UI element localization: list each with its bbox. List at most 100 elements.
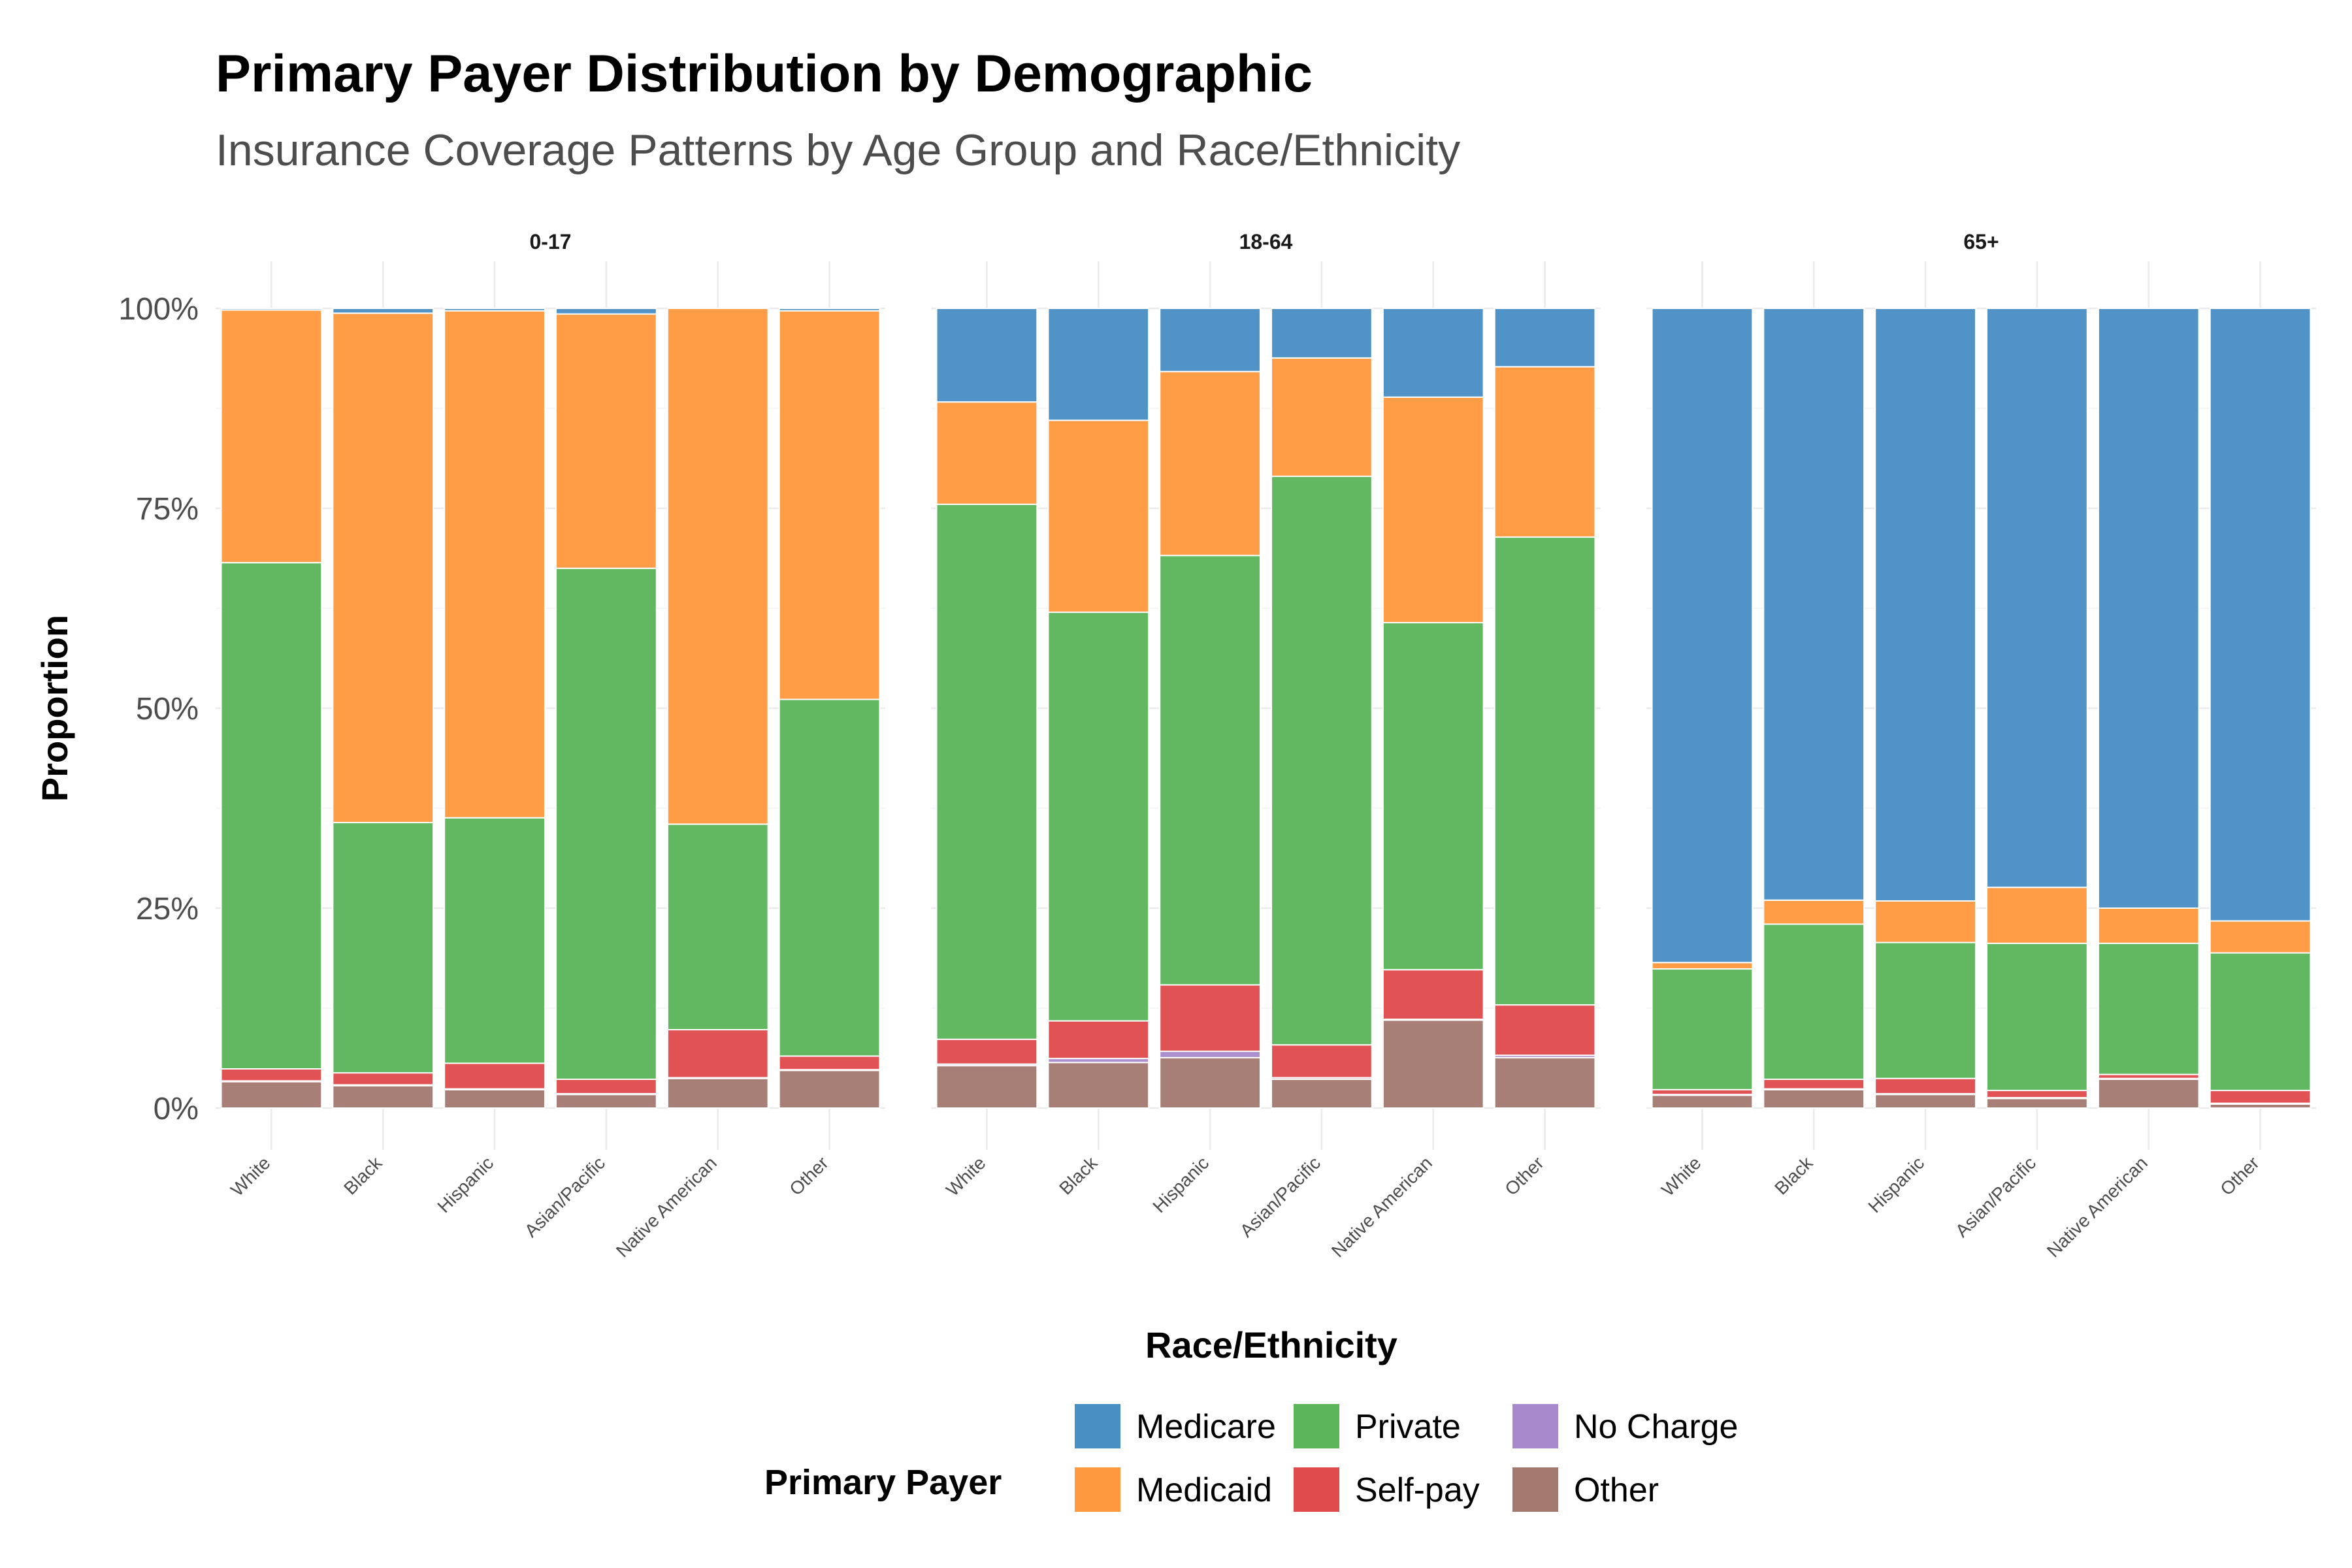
bar-segment-other <box>1651 1094 1754 1109</box>
y-axis-title: Proportion <box>34 615 75 802</box>
bar-segment-private <box>1047 612 1150 1022</box>
bar-segment-medicare <box>1382 308 1484 398</box>
bar-hispanic <box>444 308 546 1109</box>
bar-segment-medicaid <box>1986 887 2088 944</box>
bar-segment-no-charge <box>1159 1051 1261 1058</box>
bar-black <box>1763 308 1865 1109</box>
bar-segment-private <box>2097 942 2200 1075</box>
facet-title: 18-64 <box>1239 230 1293 253</box>
legend-item-self-pay: Self-pay <box>1294 1467 1480 1512</box>
bar-white <box>1651 308 1754 1109</box>
bar-black <box>1047 308 1150 1109</box>
legend-title: Primary Payer <box>764 1463 1002 1502</box>
bar-other <box>778 308 881 1109</box>
bar-segment-private <box>666 823 769 1031</box>
bar-segment-self-pay <box>1651 1088 1754 1096</box>
bar-segment-medicaid <box>444 310 546 819</box>
bar-native-american <box>1382 308 1484 1109</box>
bar-segment-private <box>332 822 434 1074</box>
bar-asian-pacific <box>1986 308 2088 1109</box>
bar-segment-medicaid <box>1271 357 1373 478</box>
legend-item-medicare: Medicare <box>1075 1404 1276 1448</box>
bar-other <box>2209 308 2311 1109</box>
bar-segment-self-pay <box>332 1072 434 1086</box>
bar-segment-other <box>1763 1088 1865 1109</box>
bar-segment-self-pay <box>1271 1044 1373 1079</box>
bar-segment-medicaid <box>1763 899 1865 925</box>
bar-native-american <box>2097 308 2200 1109</box>
bar-hispanic <box>1874 308 1976 1109</box>
bar-segment-medicare <box>220 308 323 311</box>
facet-title: 0-17 <box>529 230 571 253</box>
bar-segment-self-pay <box>936 1038 1038 1065</box>
bar-segment-other <box>2097 1078 2200 1109</box>
bar-segment-other <box>1382 1019 1484 1109</box>
bar-segment-other <box>555 1094 657 1109</box>
bar-segment-self-pay <box>666 1029 769 1079</box>
legend-label: Other <box>1574 1471 1659 1509</box>
bar-other <box>1494 308 1596 1109</box>
bar-segment-self-pay <box>2209 1090 2311 1104</box>
bar-segment-private <box>1651 968 1754 1090</box>
bar-segment-medicaid <box>1159 370 1261 557</box>
bar-segment-medicaid <box>1874 900 1976 943</box>
bar-segment-medicare <box>1159 308 1261 372</box>
bar-segment-medicare <box>2097 308 2200 909</box>
bar-segment-self-pay <box>1874 1077 1976 1094</box>
bar-segment-other <box>666 1077 769 1109</box>
legend-label: Medicare <box>1136 1408 1276 1446</box>
legend-item-other: Other <box>1512 1467 1659 1512</box>
legend-swatch <box>1075 1467 1120 1512</box>
bar-segment-medicaid <box>1047 419 1150 613</box>
bar-segment-private <box>555 567 657 1080</box>
bar-segment-medicaid <box>332 312 434 824</box>
bar-segment-private <box>1986 942 2088 1092</box>
bar-segment-private <box>1494 536 1596 1006</box>
legend-swatch <box>1294 1404 1339 1448</box>
bar-asian-pacific <box>1271 308 1373 1109</box>
bar-segment-other <box>936 1065 1038 1109</box>
bar-segment-other <box>778 1070 881 1109</box>
bar-segment-other <box>1271 1078 1373 1109</box>
bar-segment-self-pay <box>220 1068 323 1082</box>
bar-segment-other <box>332 1085 434 1109</box>
bar-segment-self-pay <box>1047 1020 1150 1060</box>
bar-segment-self-pay <box>1159 984 1261 1053</box>
legend-label: Self-pay <box>1355 1471 1480 1509</box>
bar-segment-self-pay <box>1986 1090 2088 1099</box>
facet-title: 65+ <box>1963 230 1999 253</box>
legend-label: No Charge <box>1574 1408 1738 1446</box>
legend-swatch <box>1512 1467 1558 1512</box>
bar-white <box>936 308 1038 1109</box>
bar-black <box>332 308 434 1109</box>
legend-swatch <box>1075 1404 1120 1448</box>
bar-segment-medicare <box>1986 308 2088 889</box>
panel-65: 65+White Black Hispanic Asian/Pacific Native… <box>1646 230 2316 1261</box>
bar-segment-self-pay <box>444 1062 546 1090</box>
legend-item-private: Private <box>1294 1404 1461 1448</box>
legend-label: Medicaid <box>1136 1471 1272 1509</box>
bar-segment-medicare <box>1271 308 1373 359</box>
bar-asian-pacific <box>555 308 657 1109</box>
chart-subtitle: Insurance Coverage Patterns by Age Group… <box>216 125 1460 175</box>
bar-segment-medicare <box>1494 308 1596 368</box>
bar-segment-medicaid <box>220 309 323 564</box>
bar-segment-medicare <box>2209 308 2311 922</box>
bar-segment-private <box>1763 923 1865 1080</box>
chart-title: Primary Payer Distribution by Demographi… <box>216 44 1313 103</box>
legend-item-no-charge: No Charge <box>1512 1404 1738 1448</box>
bar-segment-medicaid <box>778 310 881 700</box>
bar-segment-private <box>2209 952 2311 1092</box>
x-axis-title: Race/Ethnicity <box>1145 1324 1397 1365</box>
bar-segment-medicaid <box>666 308 769 825</box>
bar-segment-other <box>1494 1056 1596 1109</box>
y-tick-label: 25% <box>136 892 199 926</box>
bar-segment-other <box>1047 1062 1150 1109</box>
legend-swatch <box>1294 1467 1339 1512</box>
bar-segment-medicaid <box>2209 920 2311 954</box>
bar-segment-private <box>1874 941 1976 1079</box>
y-tick-label: 0% <box>154 1092 199 1126</box>
bar-segment-private <box>1382 622 1484 971</box>
